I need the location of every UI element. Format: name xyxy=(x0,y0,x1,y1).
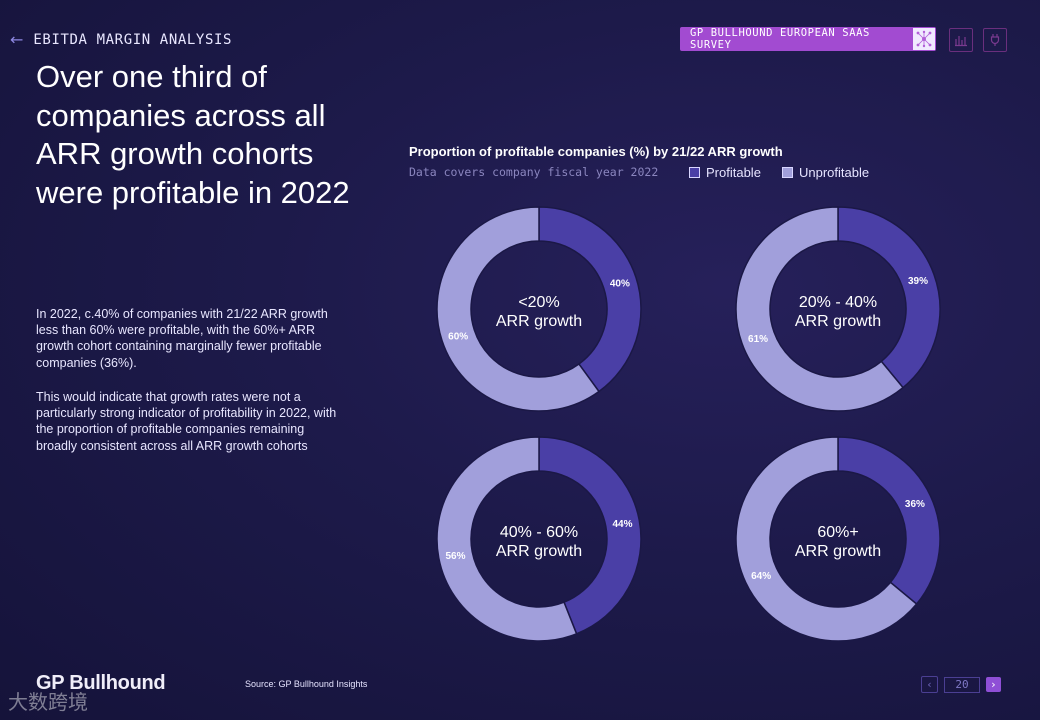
plug-icon[interactable] xyxy=(983,28,1007,52)
donut-slice-profitable xyxy=(837,206,941,389)
donut-slice-profitable xyxy=(837,436,941,606)
legend-unprofitable: Unprofitable xyxy=(782,165,869,180)
data-label-unprofitable: 56% xyxy=(445,551,465,562)
chart-title: Proportion of profitable companies (%) b… xyxy=(409,144,783,159)
donut-center-label: 60%+ xyxy=(817,524,858,541)
data-label-unprofitable: 60% xyxy=(448,331,468,342)
donut-slice-profitable xyxy=(538,206,642,393)
survey-label: GP BULLHOUND EUROPEAN SAAS SURVEY xyxy=(690,27,870,51)
legend-profitable: Profitable xyxy=(689,165,761,180)
donut-center-label: 40% - 60% xyxy=(500,524,578,541)
data-label-unprofitable: 61% xyxy=(748,334,768,345)
gp-bullhound-logo: GP Bullhound xyxy=(36,672,166,694)
bar-chart-icon[interactable] xyxy=(949,28,973,52)
data-label-profitable: 39% xyxy=(908,276,928,287)
chart-subtitle: Data covers company fiscal year 2022 xyxy=(409,165,659,179)
page-title: Over one third of companies across all A… xyxy=(36,59,350,210)
legend-swatch-unprofitable xyxy=(782,167,793,178)
donut-slice-profitable xyxy=(538,436,642,635)
donut-center-label: 20% - 40% xyxy=(799,294,877,311)
body-paragraph-2: This would indicate that growth rates we… xyxy=(36,390,337,453)
survey-tag[interactable]: GP BULLHOUND EUROPEAN SAAS SURVEY xyxy=(680,27,936,51)
page-number: 20 xyxy=(944,676,980,693)
donut-center-sublabel: ARR growth xyxy=(795,313,881,330)
donut-center-sublabel: ARR growth xyxy=(496,543,582,560)
watermark: 大数跨境 xyxy=(8,690,88,714)
data-label-unprofitable: 64% xyxy=(751,571,771,582)
prev-page-button[interactable]: ‹ xyxy=(921,676,938,693)
donut-center-sublabel: ARR growth xyxy=(795,543,881,560)
donut-center-sublabel: ARR growth xyxy=(496,313,582,330)
body-paragraph-1: In 2022, c.40% of companies with 21/22 A… xyxy=(36,307,328,370)
pagination: ‹ 20 › xyxy=(921,676,1001,693)
next-page-button[interactable]: › xyxy=(986,677,1001,692)
arrow-left-icon[interactable]: ← xyxy=(10,30,24,49)
donut-slice-unprofitable xyxy=(436,436,578,642)
data-label-profitable: 36% xyxy=(905,499,925,510)
donut-slice-unprofitable xyxy=(735,206,905,412)
donut-slice-unprofitable xyxy=(735,436,918,642)
donut-slice-unprofitable xyxy=(436,206,601,412)
legend-swatch-profitable xyxy=(689,167,700,178)
network-icon xyxy=(913,28,935,50)
section-title: EBITDA MARGIN ANALYSIS xyxy=(33,31,233,48)
data-label-profitable: 40% xyxy=(610,279,630,290)
source-note: Source: GP Bullhound Insights xyxy=(245,679,368,689)
legend-label-profitable: Profitable xyxy=(706,165,761,180)
legend-label-unprofitable: Unprofitable xyxy=(799,165,870,180)
donut-center-label: <20% xyxy=(518,294,559,311)
data-label-profitable: 44% xyxy=(612,519,632,530)
header-left: ← EBITDA MARGIN ANALYSIS xyxy=(10,30,232,49)
